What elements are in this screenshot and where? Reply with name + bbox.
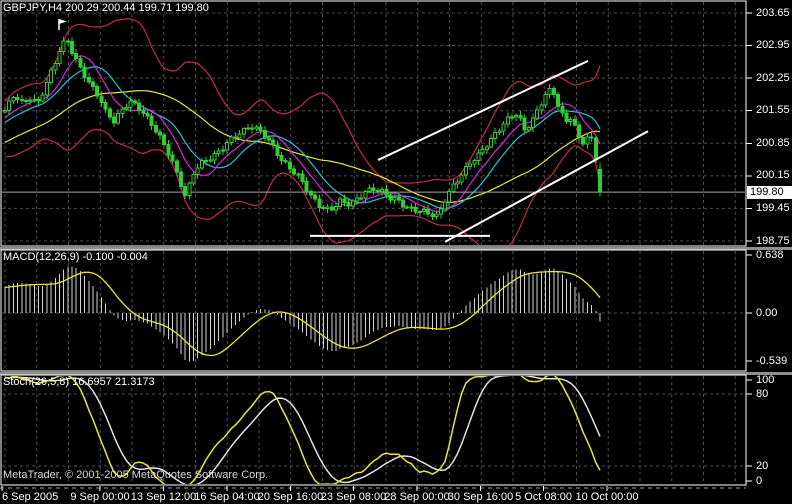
stoch-tick-label: 80 xyxy=(756,387,769,400)
stoch-tick-label: 0 xyxy=(756,474,763,487)
macd-indicator-label: MACD(12,26,9) -0.100 -0.004 xyxy=(3,251,148,263)
price-tick-label: 203.65 xyxy=(756,6,790,19)
time-axis-label: 6 Sep 2005 xyxy=(2,491,59,503)
main-pane[interactable] xyxy=(0,0,747,247)
price-tick-label: 200.15 xyxy=(756,169,790,182)
time-axis-label: 23 Sep 08:00 xyxy=(320,491,387,503)
stoch-main-line xyxy=(4,376,601,484)
time-axis-label: 5 Oct 08:00 xyxy=(515,491,572,503)
ma-fast-line xyxy=(4,55,601,213)
price-tick-label: 202.25 xyxy=(756,71,790,84)
stoch-tick-label: 20 xyxy=(756,459,769,472)
time-axis-label: 30 Sep 16:00 xyxy=(447,491,514,503)
time-axis-label: 16 Sep 04:00 xyxy=(194,491,260,503)
macd-signal-line xyxy=(4,270,601,357)
time-axis-label: 20 Sep 16:00 xyxy=(257,491,324,503)
copyright-text: MetaTrader, © 2001-2005 MetaQuotes Softw… xyxy=(3,469,269,481)
price-tick-label: 198.75 xyxy=(756,234,790,247)
macd-pane[interactable] xyxy=(0,249,747,372)
pane-separator[interactable] xyxy=(0,372,792,375)
price-tick-label: 200.85 xyxy=(756,136,790,149)
time-axis-label: 28 Sep 00:00 xyxy=(384,491,450,503)
time-axis-label: 10 Oct 00:00 xyxy=(575,491,639,503)
axis-ticks xyxy=(1,12,752,491)
macd-tick-label: 0.638 xyxy=(756,248,784,261)
current-price-tag: 199.80 xyxy=(747,186,792,199)
ma-mid-line xyxy=(4,66,601,209)
trendline[interactable] xyxy=(444,130,649,243)
stoch-tick-label: 100 xyxy=(756,373,775,386)
macd-histogram xyxy=(4,266,601,362)
macd-tick-label: 0.00 xyxy=(756,306,778,319)
pane-separator[interactable] xyxy=(0,247,792,250)
bollinger-lower-line xyxy=(4,128,601,245)
stoch-signal-line xyxy=(5,376,601,484)
price-tick-label: 202.95 xyxy=(756,39,790,52)
ma-slow-line xyxy=(4,90,601,204)
flag-icon[interactable] xyxy=(59,19,67,25)
trendline[interactable] xyxy=(377,60,589,161)
chart-title: GBPJPY,H4 200.29 200.44 199.71 199.80 xyxy=(3,2,209,14)
stoch-pane[interactable] xyxy=(0,374,747,486)
stoch-indicator-label: Stoch(26,5,8) 16.6957 21.3173 xyxy=(3,376,155,388)
drawn-objects[interactable] xyxy=(58,19,649,243)
price-tick-label: 201.55 xyxy=(756,104,790,117)
time-axis-label: 13 Sep 12:00 xyxy=(130,491,197,503)
macd-tick-label: -0.539 xyxy=(756,354,788,367)
price-tick-label: 199.45 xyxy=(756,201,790,214)
candles-series xyxy=(3,37,602,221)
time-axis-label: 9 Sep 00:00 xyxy=(70,491,130,503)
